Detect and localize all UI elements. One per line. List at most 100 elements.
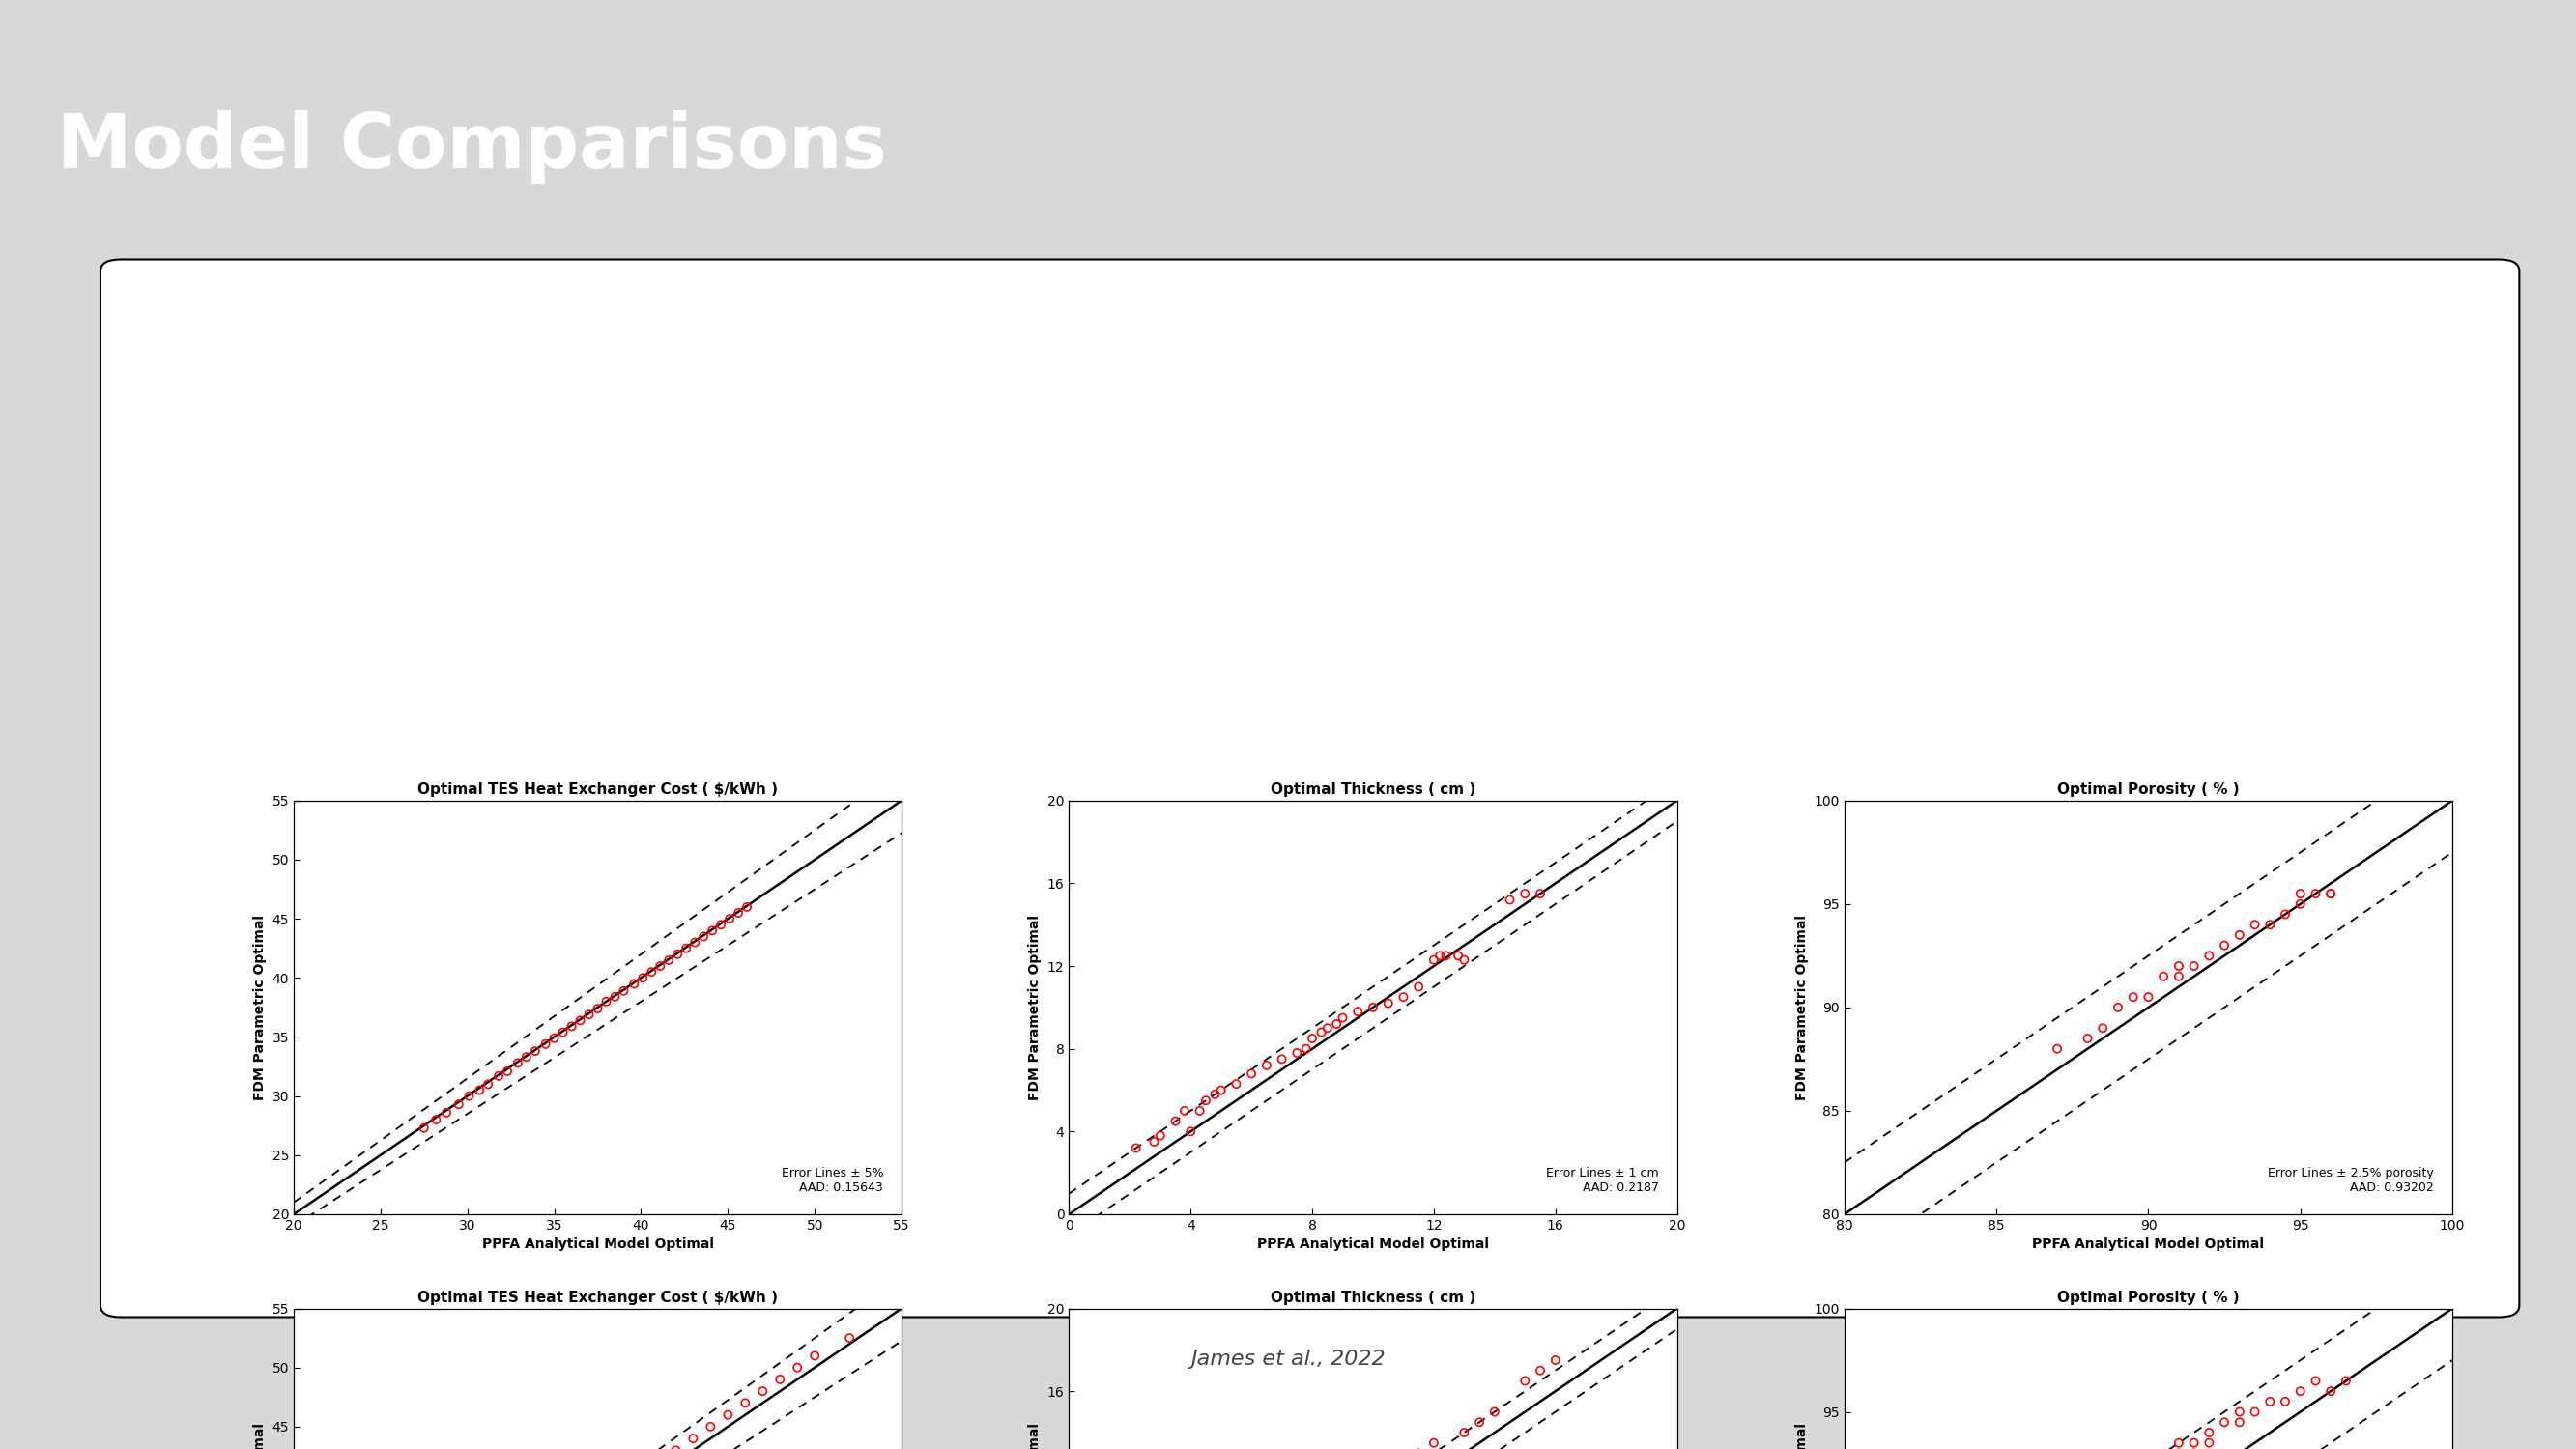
Point [1306, 1017, 1347, 1040]
Point [1231, 1062, 1273, 1085]
Point [1520, 882, 1561, 906]
Point [1262, 1048, 1303, 1071]
Point [1164, 1100, 1206, 1123]
Point [2190, 1432, 2231, 1449]
Point [585, 990, 626, 1013]
Point [1414, 948, 1455, 971]
Point [2264, 1390, 2306, 1413]
Point [1535, 1349, 1577, 1372]
Point [1301, 1020, 1342, 1043]
Point [2218, 1400, 2259, 1423]
Point [559, 1009, 600, 1032]
Point [1200, 1078, 1242, 1101]
Y-axis label: FDM Parametric Optimal: FDM Parametric Optimal [1795, 1423, 1808, 1449]
Point [533, 1026, 574, 1049]
Y-axis label: FDM Parametric Optimal: FDM Parametric Optimal [1795, 914, 1808, 1100]
Point [2159, 955, 2200, 978]
Point [1489, 888, 1530, 911]
Point [1195, 1082, 1236, 1106]
Point [1399, 1442, 1440, 1449]
Y-axis label: FDM Parametric Optimal: FDM Parametric Optimal [1028, 914, 1041, 1100]
Point [726, 895, 768, 919]
Point [1180, 1100, 1221, 1123]
Point [1285, 1037, 1327, 1061]
Point [497, 1052, 538, 1075]
Text: Error Lines ± 2.5% porosity
AAD: 0.93202: Error Lines ± 2.5% porosity AAD: 0.93202 [2267, 1166, 2434, 1194]
Point [2174, 1442, 2215, 1449]
Y-axis label: FDM Parametric Optimal: FDM Parametric Optimal [252, 914, 268, 1100]
Point [623, 966, 665, 990]
Point [649, 949, 690, 972]
Point [675, 930, 716, 953]
Text: Model Comparisons: Model Comparisons [57, 110, 886, 184]
Point [459, 1078, 500, 1101]
Point [404, 1116, 446, 1139]
Text: Error Lines ± 1 cm
AAD: 0.2187: Error Lines ± 1 cm AAD: 0.2187 [1546, 1166, 1659, 1194]
Point [1291, 1027, 1332, 1051]
Point [603, 980, 644, 1003]
Point [469, 1072, 510, 1095]
Point [2081, 1017, 2123, 1040]
Point [1275, 1042, 1316, 1065]
Point [487, 1059, 528, 1082]
X-axis label: PPFA Analytical Model Optimal: PPFA Analytical Model Optimal [482, 1237, 714, 1252]
Point [1139, 1124, 1180, 1148]
Point [2190, 1421, 2231, 1445]
Point [2295, 1369, 2336, 1392]
Point [438, 1093, 479, 1116]
Point [2143, 965, 2184, 988]
Point [2218, 923, 2259, 946]
Point [1419, 945, 1461, 968]
Point [631, 961, 672, 984]
Point [1316, 1013, 1358, 1036]
Point [415, 1108, 456, 1132]
Point [1458, 1411, 1499, 1435]
Point [526, 1033, 567, 1056]
Point [515, 1039, 556, 1062]
Point [1437, 945, 1479, 968]
Point [2295, 882, 2336, 906]
Y-axis label: FDM Parametric Optimal: FDM Parametric Optimal [1028, 1423, 1041, 1449]
Point [2174, 955, 2215, 978]
Point [2311, 882, 2352, 906]
X-axis label: PPFA Analytical Model Optimal: PPFA Analytical Model Optimal [2032, 1237, 2264, 1252]
Point [690, 1416, 732, 1439]
Point [551, 1014, 592, 1037]
Title: Optimal Thickness ( cm ): Optimal Thickness ( cm ) [1270, 782, 1476, 797]
Point [1337, 1000, 1378, 1023]
Point [479, 1065, 520, 1088]
Point [1383, 985, 1425, 1009]
Title: Optimal Porosity ( % ): Optimal Porosity ( % ) [2058, 1290, 2239, 1304]
Point [544, 1020, 585, 1043]
Point [2249, 1390, 2290, 1413]
Point [1443, 948, 1484, 971]
Point [683, 924, 724, 948]
Title: Optimal TES Heat Exchanger Cost ( $/kWh ): Optimal TES Heat Exchanger Cost ( $/kWh … [417, 1290, 778, 1304]
Point [672, 1427, 714, 1449]
Point [2326, 1369, 2367, 1392]
Point [2128, 985, 2169, 1009]
Point [1216, 1072, 1257, 1095]
Point [1504, 1369, 1546, 1392]
Point [665, 936, 706, 959]
Point [2112, 985, 2154, 1009]
Point [2174, 1432, 2215, 1449]
Point [613, 972, 654, 995]
Point [505, 1046, 546, 1069]
Point [1520, 1359, 1561, 1382]
Point [793, 1345, 835, 1368]
Point [742, 1379, 783, 1403]
Point [2311, 882, 2352, 906]
Point [2264, 903, 2306, 926]
Point [719, 901, 760, 924]
Point [2159, 1442, 2200, 1449]
Point [1425, 945, 1466, 968]
Point [693, 919, 734, 942]
Point [1133, 1130, 1175, 1153]
Point [2280, 893, 2321, 916]
Point [2205, 933, 2246, 956]
Point [1414, 1432, 1455, 1449]
Point [425, 1101, 466, 1124]
Point [2205, 1411, 2246, 1435]
Point [657, 943, 698, 966]
